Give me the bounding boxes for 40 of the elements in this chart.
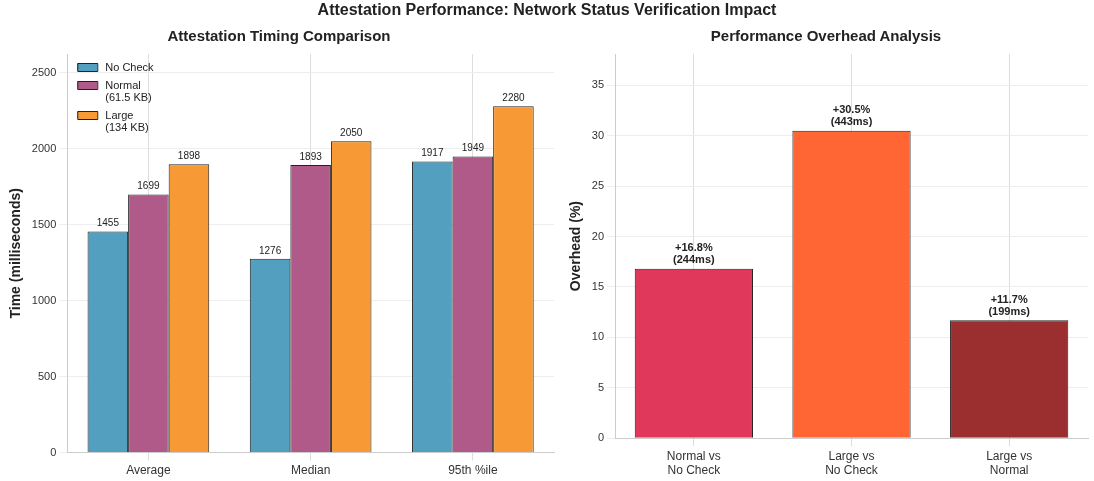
y-tick-label: 2000 (31, 141, 57, 154)
y-tick-label: 1000 (31, 293, 57, 306)
y-tick-label: 2500 (31, 65, 57, 78)
y-axis-title: Time (milliseconds) (7, 188, 24, 319)
legend-label: Normal (61.5 KB) (105, 78, 152, 103)
data-label: 1455 (96, 217, 120, 229)
x-tick-label: Median (290, 463, 331, 478)
x-tick-label: Normal vs No Check (666, 448, 722, 478)
data-label: 1917 (421, 147, 444, 159)
y-tick-label: 0 (50, 445, 57, 458)
data-label: +30.5% (443ms) (830, 103, 873, 128)
y-tick-label: 20 (591, 229, 605, 242)
data-label: +16.8% (244ms) (673, 241, 715, 266)
data-label: 1898 (177, 150, 201, 162)
y-tick-label: 25 (591, 179, 605, 192)
data-label: 2050 (340, 126, 363, 138)
x-tick-label: Large vs No Check (825, 448, 879, 478)
data-label: 1893 (299, 150, 323, 162)
y-tick-label: 0 (597, 431, 605, 444)
y-axis-title: Overhead (%) (567, 200, 584, 292)
chart-title: Performance Overhead Analysis (710, 27, 942, 45)
text: Attestation Performance: Network Status Verification Impact (316, 0, 778, 20)
legend-label: No Check (105, 60, 155, 73)
x-tick-label: 95th %ile (448, 463, 498, 478)
legend-label: Large (134 KB) (105, 108, 149, 133)
chart-title: Attestation Timing Comparison (167, 27, 391, 45)
y-tick-label: 5 (597, 380, 605, 393)
data-label: 1949 (461, 142, 485, 154)
x-tick-label: Average (126, 463, 171, 478)
data-label: 2280 (502, 92, 525, 104)
data-label: 1699 (137, 180, 160, 192)
x-tick-label: Large vs Normal (986, 448, 1033, 478)
y-tick-label: 500 (37, 369, 57, 382)
data-label: +11.7% (199ms) (988, 292, 1031, 317)
y-tick-label: 10 (591, 330, 605, 343)
y-tick-label: 30 (591, 128, 605, 141)
y-tick-label: 35 (591, 78, 605, 91)
y-tick-label: 1500 (31, 217, 57, 230)
y-tick-label: 15 (591, 279, 605, 292)
data-label: 1276 (258, 244, 282, 256)
